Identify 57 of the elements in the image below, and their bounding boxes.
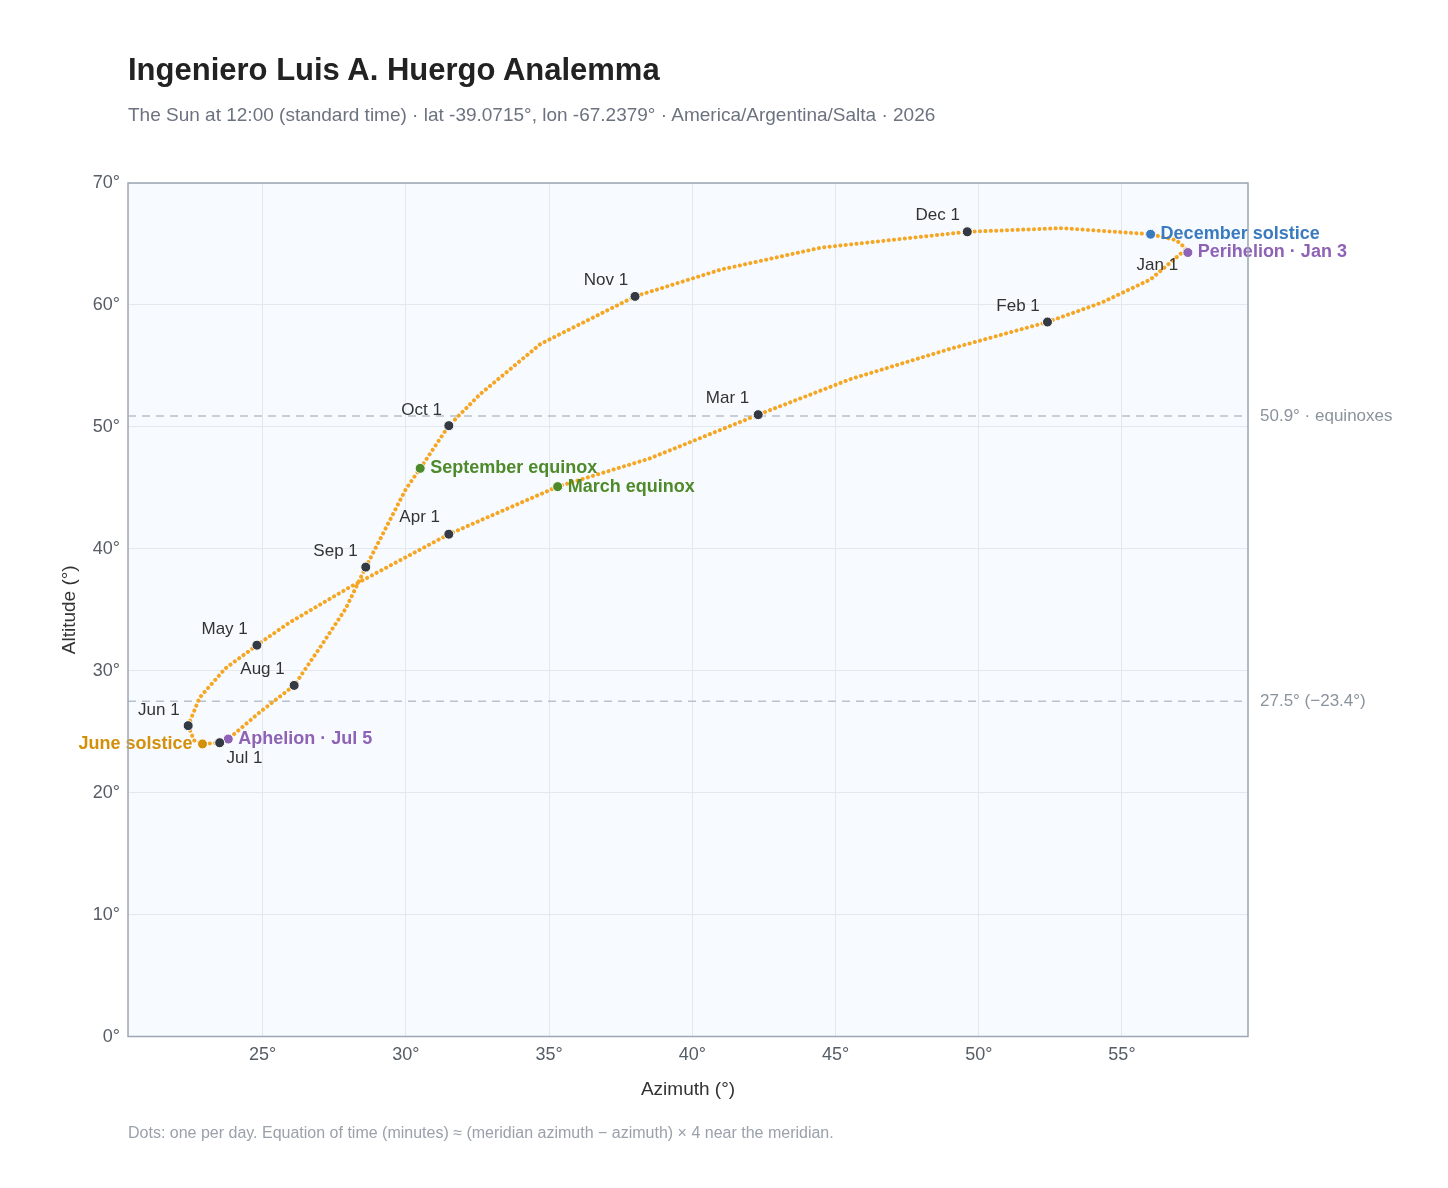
point: [629, 290, 641, 302]
annotation: Jul 1: [226, 748, 263, 768]
annotation: Oct 1: [401, 399, 442, 419]
point: [1182, 247, 1194, 259]
annotation: Feb 1: [996, 296, 1040, 316]
series-label: June solstice: [78, 732, 193, 753]
point: [182, 720, 194, 732]
point: [414, 462, 426, 474]
annotation: Mar 1: [705, 387, 750, 407]
point: [288, 679, 300, 691]
x-tick-label: 30°: [392, 1044, 420, 1065]
ref-line-label: 27.5° (−23.4°): [1260, 690, 1366, 710]
point: [961, 226, 973, 238]
y-tick-label: 0°: [102, 1025, 121, 1046]
point: [196, 738, 208, 750]
ref-line-label: 50.9° · equinoxes: [1260, 405, 1393, 425]
chart-subtitle: The Sun at 12:00 (standard time) · lat -39.0715°, lon -67.2379° · America/Argentina/Salta · 2026: [128, 104, 936, 126]
y-tick-label: 40°: [92, 537, 121, 558]
point: [251, 639, 263, 651]
text: Dots: one per day. Equation of time (minutes) ≈ (meridian azimuth − azimuth) × 4 near the meridian.: [128, 1124, 834, 1142]
y-tick-label: 60°: [92, 293, 121, 314]
annotation: Apr 1: [399, 507, 440, 527]
point: [214, 737, 226, 749]
annotation: Nov 1: [583, 270, 629, 290]
point: [752, 409, 764, 421]
x-tick-label: 45°: [821, 1044, 850, 1065]
x-axis-title: Azimuth (°): [640, 1077, 736, 1099]
point: [1041, 316, 1053, 328]
y-tick-label: 30°: [92, 659, 121, 680]
chart-title: Ingeniero Luis A. Huergo Analemma: [128, 52, 660, 88]
y-tick-label: 70°: [92, 171, 121, 192]
y-tick-label: 20°: [92, 781, 121, 802]
y-tick-label: 10°: [92, 903, 121, 924]
y-tick-label: 50°: [92, 415, 121, 436]
x-tick-label: 40°: [678, 1044, 706, 1065]
annotation: Jun 1: [138, 699, 180, 719]
x-tick-label: 50°: [965, 1044, 993, 1065]
annotation: Sep 1: [313, 541, 358, 561]
annotation: May 1: [201, 618, 248, 638]
point: [360, 561, 372, 573]
point: [222, 733, 234, 745]
point: [443, 420, 455, 432]
x-tick-label: 55°: [1108, 1044, 1136, 1065]
annotation: Dec 1: [915, 205, 960, 225]
series-label: Perihelion · Jan 3: [1197, 241, 1347, 262]
series-label: September equinox: [430, 457, 598, 478]
x-tick-label: 35°: [535, 1044, 563, 1065]
series-label: December solstice: [1160, 223, 1320, 244]
annotation: Jan 1: [1136, 255, 1179, 275]
point: [552, 481, 564, 493]
series-label: Aphelion · Jul 5: [238, 728, 373, 749]
x-tick-label: 25°: [249, 1044, 277, 1065]
point: [443, 528, 455, 540]
point: [1145, 228, 1157, 240]
series-label: March equinox: [567, 475, 695, 496]
annotation: Aug 1: [240, 658, 285, 678]
y-axis-title: Altitude (°): [57, 565, 79, 655]
